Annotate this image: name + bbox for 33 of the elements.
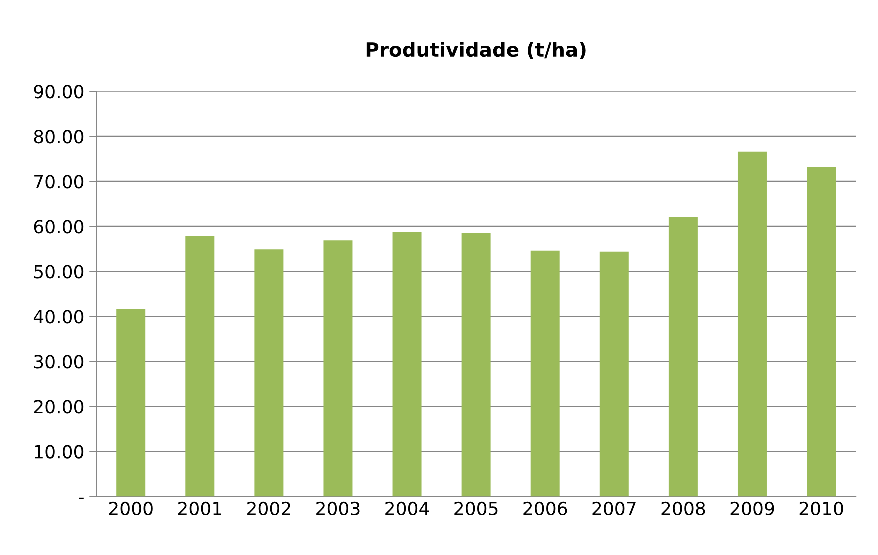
bar (600, 252, 629, 497)
x-tick-label: 2008 (662, 502, 706, 516)
x-tick-label: 2000 (109, 502, 153, 516)
bar (530, 250, 560, 497)
x-tick-label: 2006 (524, 502, 568, 516)
x-tick-label: 2001 (178, 502, 222, 516)
bar (392, 232, 422, 497)
bar (807, 167, 836, 497)
x-tick-label: 2010 (800, 502, 844, 516)
chart-title: Produtividade (t/ha) (366, 42, 586, 60)
x-tick-label: 2002 (248, 502, 290, 516)
x-tick-label: 2007 (592, 502, 636, 516)
x-tick-label: 2009 (730, 502, 774, 516)
y-tick-label: 70.00 (34, 175, 84, 189)
x-tick-label: 2003 (316, 502, 360, 516)
y-tick-label: 90.00 (34, 85, 84, 99)
y-tick-label: - (79, 498, 84, 500)
bar (186, 236, 215, 497)
bar (462, 233, 491, 497)
y-tick-label: 50.00 (34, 265, 84, 279)
bar (668, 217, 698, 497)
x-tick-label: 2004 (386, 502, 430, 516)
y-tick-label: 60.00 (34, 220, 84, 234)
x-tick-label: 2005 (454, 502, 498, 516)
y-tick-label: 80.00 (34, 130, 84, 144)
y-tick-label: 10.00 (35, 445, 84, 459)
bar (324, 240, 353, 497)
y-tick-label: 30.00 (34, 355, 84, 369)
bar (254, 250, 284, 497)
y-tick-label: 40.00 (34, 310, 84, 324)
bar (738, 152, 767, 497)
y-tick-label: 20.00 (34, 400, 84, 414)
bar (116, 309, 146, 497)
